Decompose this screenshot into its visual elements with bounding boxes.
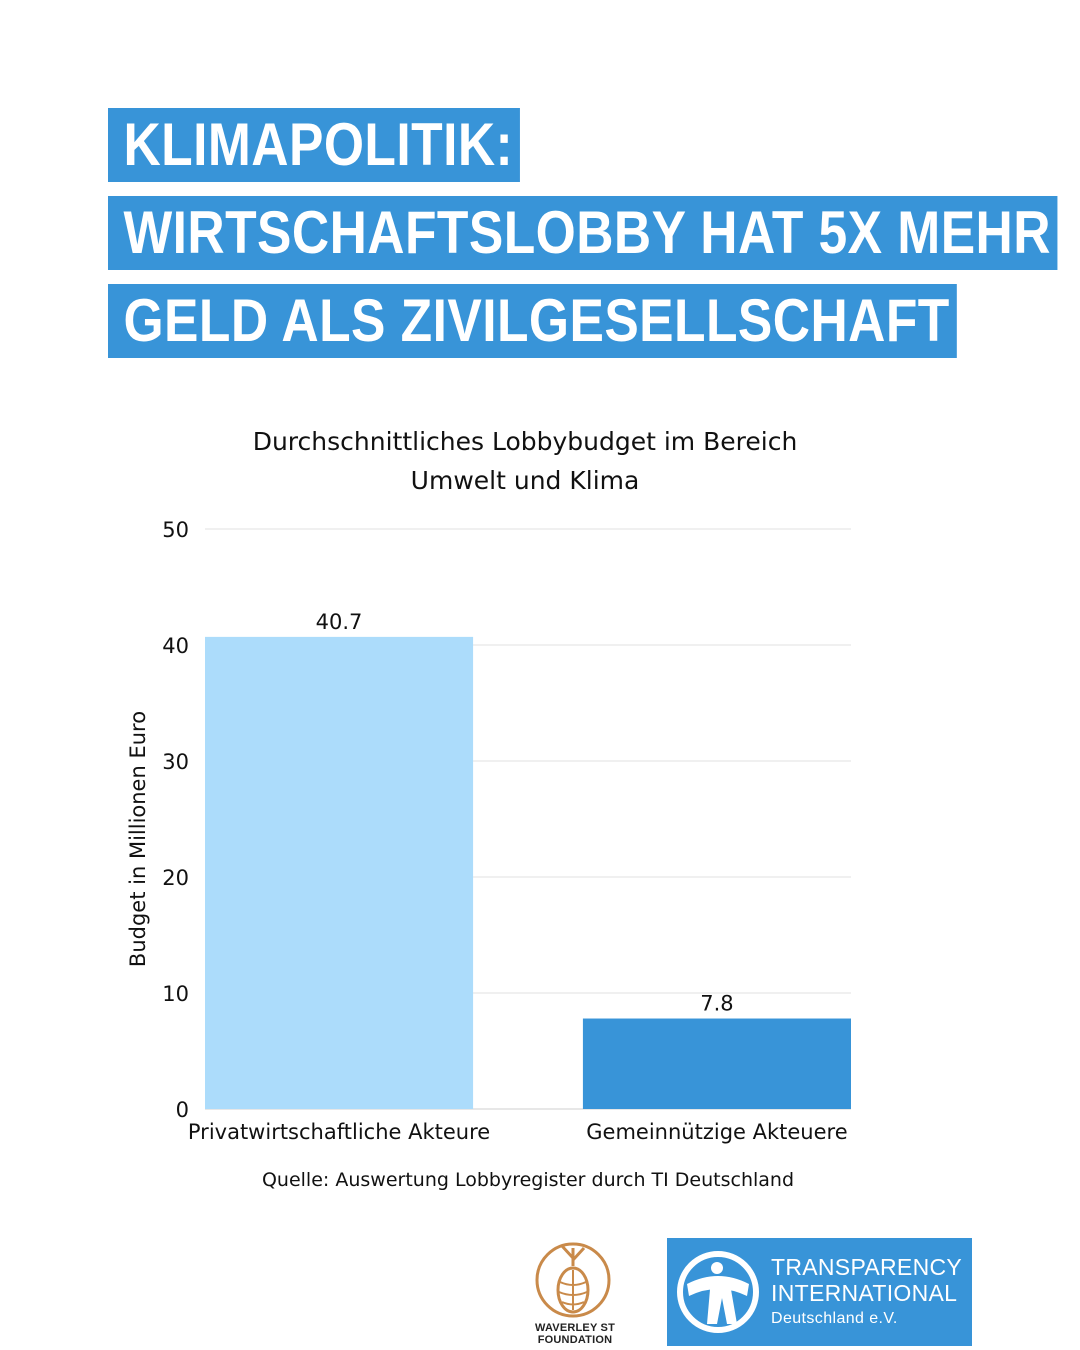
waverley-logo: WAVERLEY ST FOUNDATION bbox=[500, 1238, 650, 1346]
headline: KLIMAPOLITIK: WIRTSCHAFTSLOBBY HAT 5X ME… bbox=[108, 108, 1080, 372]
headline-line-1: KLIMAPOLITIK: bbox=[108, 108, 521, 182]
y-tick-label-30: 30 bbox=[162, 750, 189, 774]
bar-value-label-2: 7.8 bbox=[700, 992, 733, 1016]
transparency-international-globe-icon bbox=[677, 1251, 759, 1333]
y-axis-label: Budget in Millionen Euro bbox=[126, 711, 150, 967]
y-tick-label-50: 50 bbox=[162, 518, 189, 542]
waverley-name: WAVERLEY ST FOUNDATION bbox=[534, 1322, 616, 1346]
bar-value-label-1: 40.7 bbox=[316, 610, 363, 634]
chart-title-line-1: Durchschnittliches Lobbybudget im Bereic… bbox=[253, 427, 798, 456]
y-tick-label-40: 40 bbox=[162, 634, 189, 658]
bar-2 bbox=[582, 1018, 851, 1109]
pine-cone-icon bbox=[535, 1242, 611, 1318]
chart-title-line-2: Umwelt und Klima bbox=[411, 466, 640, 495]
x-category-label-2: Gemeinnützige Akteuere bbox=[586, 1120, 847, 1144]
bar-chart: Durchschnittliches Lobbybudget im Bereic… bbox=[126, 427, 851, 1191]
chart-source: Quelle: Auswertung Lobbyregister durch T… bbox=[262, 1169, 794, 1191]
headline-line-3: GELD ALS ZIVILGESELLSCHAFT bbox=[108, 284, 957, 358]
headline-line-2: WIRTSCHAFTSLOBBY HAT 5X MEHR bbox=[108, 196, 1058, 270]
ti-name-line-2: INTERNATIONAL bbox=[771, 1280, 958, 1306]
ti-name-line-3: Deutschland e.V. bbox=[771, 1310, 898, 1327]
ti-name-line-1: TRANSPARENCY bbox=[771, 1254, 963, 1280]
ti-logo: TRANSPARENCY INTERNATIONAL Deutschland e… bbox=[667, 1238, 972, 1346]
y-tick-label-0: 0 bbox=[176, 1098, 189, 1122]
bar-1 bbox=[205, 636, 474, 1109]
y-tick-label-20: 20 bbox=[162, 866, 189, 890]
y-tick-label-10: 10 bbox=[162, 982, 189, 1006]
x-category-label-1: Privatwirtschaftliche Akteure bbox=[188, 1120, 490, 1144]
